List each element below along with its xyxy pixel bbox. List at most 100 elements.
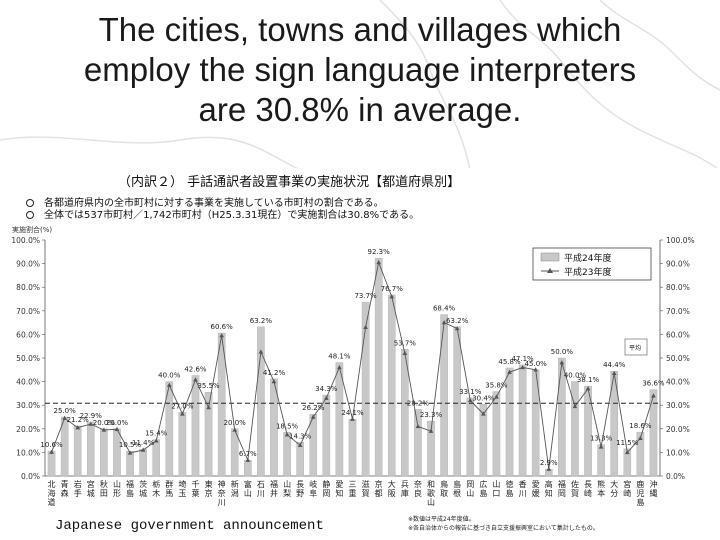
bar-6 xyxy=(113,428,121,477)
line-point-18 xyxy=(271,379,277,384)
category-label-47: 沖縄 xyxy=(649,479,657,498)
category-label-7: 福島 xyxy=(126,480,134,498)
chart-note-2: 全体では537市町村／1,742市町村（H25.3.31現在）で実施割合は30.… xyxy=(44,208,419,221)
line-point-31 xyxy=(441,320,447,325)
bar-32 xyxy=(453,326,461,477)
y-tick-label-left: 80.0% xyxy=(16,283,40,292)
line-point-15 xyxy=(232,427,238,432)
line-point-34 xyxy=(481,411,486,416)
y-tick-label-left: 30.0% xyxy=(16,401,40,410)
category-label-3: 岩手 xyxy=(74,479,82,498)
bar-26 xyxy=(374,257,383,477)
data-label-19: 18.5% xyxy=(276,422,299,430)
line-point-9 xyxy=(153,438,159,443)
legend: 平成24年度 平成23年度 xyxy=(532,247,652,281)
category-label-25: 滋賀 xyxy=(362,479,370,498)
background-map-outline xyxy=(0,0,720,170)
category-label-44: 大分 xyxy=(610,479,618,498)
data-label-43: 13.3% xyxy=(590,435,613,443)
y-axis-label: 実施割合(%) xyxy=(12,225,52,234)
data-label-1: 10.6% xyxy=(40,441,63,449)
category-label-32: 島根 xyxy=(453,479,461,498)
y-tick-label-left: 20.0% xyxy=(16,425,40,434)
bar-18 xyxy=(270,378,278,477)
line-point-38 xyxy=(533,367,538,372)
category-label-21: 岐阜 xyxy=(309,479,317,498)
data-label-42: 38.1% xyxy=(577,376,600,384)
category-label-14: 神奈川 xyxy=(218,479,226,507)
data-label-15: 20.0% xyxy=(224,419,247,427)
line-point-13 xyxy=(206,405,211,410)
bar-22 xyxy=(322,394,331,477)
data-label-16: 6.7% xyxy=(239,450,257,458)
y-tick-label-right: 80.0% xyxy=(666,283,690,292)
data-label-24: 24.1% xyxy=(341,409,364,417)
bar-23 xyxy=(335,362,344,477)
category-label-34: 広島 xyxy=(479,479,487,498)
data-label-30: 23.3% xyxy=(420,411,443,419)
bar-45 xyxy=(623,448,632,477)
data-label-36: 45.8% xyxy=(498,358,521,366)
data-label-31: 68.4% xyxy=(433,305,456,313)
data-label-7: 10.5% xyxy=(119,441,142,449)
bar-30 xyxy=(427,420,435,477)
data-label-38: 45.0% xyxy=(525,360,548,368)
bar-43 xyxy=(597,444,605,477)
line-point-1 xyxy=(49,449,54,454)
data-label-35: 35.8% xyxy=(485,382,508,390)
data-label-14: 60.6% xyxy=(211,323,234,331)
chart-title: （内訳２） 手話通訳者設置事業の実施状況【都道府県別】 xyxy=(118,174,460,190)
y-tick-label-left: 50.0% xyxy=(16,354,40,363)
bar-46 xyxy=(636,431,645,477)
average-legend-note: 平均 xyxy=(624,338,648,356)
category-label-1: 北海道 xyxy=(48,480,56,507)
line-point-19 xyxy=(284,432,290,437)
line-point-21 xyxy=(310,414,316,419)
line-point-46 xyxy=(638,435,643,440)
category-label-39: 高知 xyxy=(545,479,553,498)
category-label-28: 兵庫 xyxy=(401,479,409,498)
bar-42 xyxy=(584,385,592,477)
category-label-16: 富山 xyxy=(244,479,252,498)
category-label-6: 山形 xyxy=(113,479,121,498)
data-label-10: 40.0% xyxy=(158,372,181,380)
data-label-11: 27.0% xyxy=(171,402,194,410)
bar-17 xyxy=(257,326,265,477)
y-tick-label-left: 100.0% xyxy=(11,236,40,245)
line-point-40 xyxy=(559,360,565,365)
category-label-33: 岡山 xyxy=(466,480,474,498)
data-label-26: 92.3% xyxy=(368,248,391,256)
legend-label-bar: 平成24年度 xyxy=(564,252,611,264)
line-point-12 xyxy=(193,377,198,382)
bar-1 xyxy=(47,450,56,477)
category-label-46: 鹿児島 xyxy=(636,479,644,507)
y-tick-label-left: 70.0% xyxy=(16,307,40,316)
data-label-40: 50.0% xyxy=(551,348,574,356)
y-tick-label-right: 0.0% xyxy=(666,472,685,481)
line-point-7 xyxy=(127,450,133,455)
bar-21 xyxy=(309,413,318,477)
data-label-3: 21.2% xyxy=(67,416,90,424)
line-point-2 xyxy=(62,415,67,420)
line-point-39 xyxy=(546,466,552,471)
bar-34 xyxy=(479,404,488,477)
chart-background xyxy=(0,168,720,540)
data-label-12: 42.6% xyxy=(184,365,207,373)
data-label-22: 34.3% xyxy=(315,385,338,393)
data-label-32: 63.2% xyxy=(446,317,469,325)
bar-27 xyxy=(387,294,396,477)
y-tick-label-right: 20.0% xyxy=(666,425,690,434)
data-label-2: 25.0% xyxy=(54,407,77,415)
category-label-15: 新潟 xyxy=(231,479,239,498)
legend-marker xyxy=(547,268,553,273)
data-label-23: 48.1% xyxy=(328,352,351,360)
data-label-25: 73.7% xyxy=(354,292,377,300)
legend-label-line: 平成23年度 xyxy=(564,266,611,278)
category-label-19: 山梨 xyxy=(283,479,291,498)
category-label-5: 秋田 xyxy=(100,479,108,498)
data-label-33: 33.1% xyxy=(459,388,482,396)
data-label-45: 11.5% xyxy=(616,439,639,447)
bar-14 xyxy=(217,332,226,477)
category-label-42: 長崎 xyxy=(584,480,592,498)
line-point-16 xyxy=(245,457,251,462)
